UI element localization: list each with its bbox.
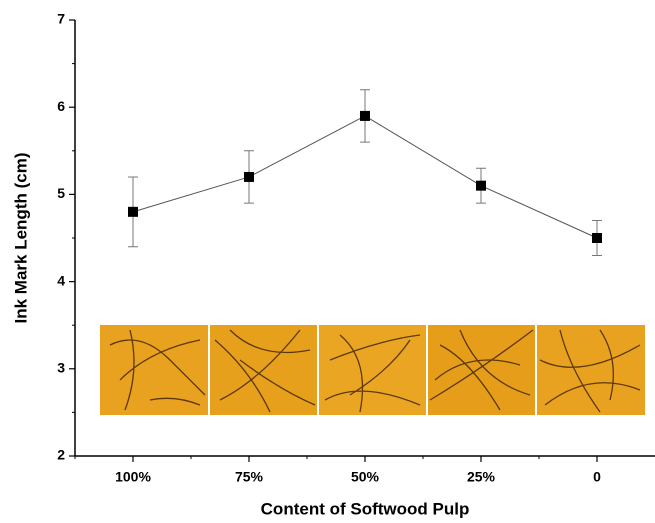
fiber xyxy=(429,329,534,411)
y-tick-label: 6 xyxy=(57,98,65,114)
fiber xyxy=(539,329,641,413)
marker xyxy=(244,171,254,182)
panel xyxy=(537,325,645,415)
marker xyxy=(128,206,138,217)
x-tick-label: 75% xyxy=(235,469,264,485)
y-tick-label: 2 xyxy=(57,447,65,463)
marker xyxy=(360,110,370,121)
y-tick-label: 4 xyxy=(57,272,65,288)
panel xyxy=(428,325,535,415)
x-tick-label: 50% xyxy=(351,469,380,485)
y-axis-title: Ink Mark Length (cm) xyxy=(11,153,30,324)
x-tick-label: 0 xyxy=(593,469,601,485)
x-tick-label: 100% xyxy=(115,469,151,485)
y-tick-label: 3 xyxy=(57,360,65,376)
y-tick-label: 7 xyxy=(57,11,65,27)
fiber xyxy=(324,334,421,413)
fiber xyxy=(214,329,316,413)
marker xyxy=(592,233,602,243)
micrograph-panels xyxy=(100,325,645,415)
x-axis-title: Content of Softwood Pulp xyxy=(261,499,470,518)
y-tick-label: 5 xyxy=(57,185,65,201)
fiber xyxy=(109,329,206,411)
x-tick-label: 25% xyxy=(467,469,496,485)
marker xyxy=(476,180,486,191)
panel xyxy=(100,325,208,415)
